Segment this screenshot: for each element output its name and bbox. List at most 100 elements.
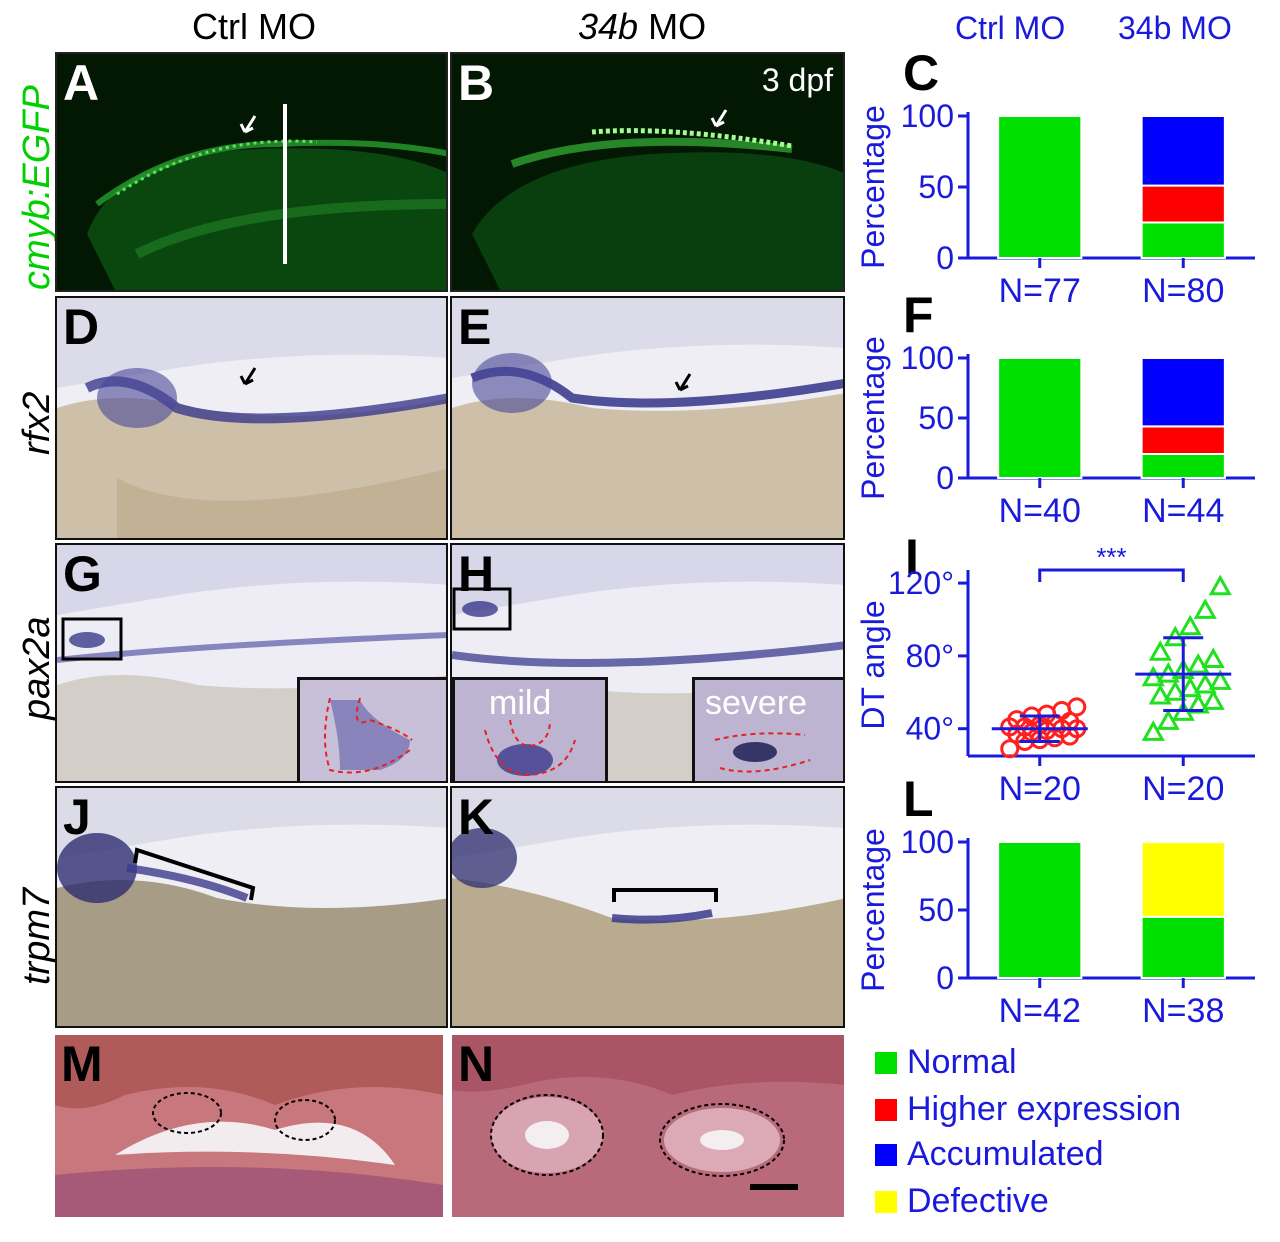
x-tick-label: N=77 <box>999 272 1081 310</box>
y-tick-label: 40° <box>906 711 954 747</box>
data-point-triangle <box>1186 652 1210 674</box>
panel-j-image <box>57 788 446 1026</box>
legend-swatch-normal <box>875 1052 897 1074</box>
data-point-triangle <box>1201 647 1225 669</box>
arrow-icon <box>239 115 257 134</box>
bar-segment-higher-expression <box>1140 425 1226 456</box>
bar-segment-normal <box>1140 453 1226 479</box>
y-axis-label: Percentage <box>855 105 891 269</box>
panel-k-image <box>452 788 843 1026</box>
bar-segment-normal <box>997 357 1083 479</box>
data-point-triangle <box>1163 680 1187 701</box>
y-tick-label: 80° <box>906 638 954 674</box>
inset-h-severe: severe <box>692 677 843 781</box>
panel-label-a: A <box>63 55 100 111</box>
row-label-rfx2: rfx2 <box>16 391 58 455</box>
arrow-icon <box>239 367 257 386</box>
bar-segment-normal <box>997 841 1083 979</box>
x-tick-label: N=44 <box>1142 492 1224 530</box>
y-tick-label: 50 <box>918 169 954 205</box>
data-point-triangle <box>1148 683 1172 705</box>
panel-d-rfx2-ctrl: D <box>55 296 448 540</box>
legend-label-defective: Defective <box>907 1182 1049 1220</box>
bracket <box>133 847 256 901</box>
arrow-icon <box>674 373 692 392</box>
y-tick-label: 50 <box>918 400 954 436</box>
panel-label-m: M <box>61 1036 103 1092</box>
data-point-circle <box>1000 739 1020 759</box>
panel-j-trpm7-ctrl: J <box>55 786 448 1028</box>
data-point-circle <box>1067 697 1087 717</box>
legend-item-higher-expression: Higher expression <box>875 1090 1181 1129</box>
panel-k-trpm7-mo: K <box>450 786 845 1028</box>
zoom-box <box>452 587 512 631</box>
panel-label-f: F <box>903 287 934 343</box>
panel-m-histology-ctrl: M <box>55 1035 443 1217</box>
data-point-triangle <box>1178 676 1202 698</box>
bar-segment-normal <box>1140 221 1226 259</box>
panel-label-j: J <box>63 789 91 845</box>
inset-label-mild: mild <box>489 684 552 722</box>
bar-segment-defective <box>1140 841 1226 918</box>
data-point-triangle <box>1193 598 1217 619</box>
panel-label-d: D <box>63 299 100 355</box>
inset-h-mild-image <box>484 719 576 777</box>
legend-label-normal: Normal <box>907 1043 1017 1081</box>
zoom-box <box>61 617 123 661</box>
data-point-triangle <box>1201 689 1225 710</box>
bar-segment-normal <box>997 115 1083 259</box>
column-header-34b-mo: 34b MO <box>578 6 706 48</box>
data-point-triangle <box>1193 672 1217 694</box>
chart-i: DT angle 40° 80° 120° N=20 N=20 *** <box>855 544 1255 808</box>
panel-label-k: K <box>458 789 495 845</box>
inset-g <box>297 677 446 781</box>
gene-name-34b: 34b <box>578 6 639 47</box>
data-point-triangle <box>1141 720 1165 741</box>
panel-b-image <box>452 54 843 290</box>
x-tick-label: N=40 <box>999 492 1081 530</box>
legend-item-defective: Defective <box>875 1182 1049 1221</box>
y-tick-label: 0 <box>936 960 954 996</box>
chart-header-34b-mo: 34b MO <box>1118 10 1232 46</box>
bar-segment-higher-expression <box>1140 184 1226 224</box>
panel-e-image <box>452 298 843 538</box>
row-label-pax2a: pax2a <box>16 616 58 720</box>
panel-g-pax2a-ctrl: G <box>55 543 448 783</box>
panel-a-image <box>57 54 446 290</box>
y-axis-label: DT angle <box>855 600 891 729</box>
panel-label-l: L <box>903 771 934 827</box>
legend-swatch-accumulated <box>875 1144 897 1166</box>
legend-item-normal: Normal <box>875 1043 1017 1082</box>
significance-label: *** <box>1096 544 1126 572</box>
column-header-ctrl-mo: Ctrl MO <box>192 6 316 47</box>
data-point-triangle <box>1148 640 1172 661</box>
x-tick-label: N=80 <box>1142 272 1224 310</box>
row-label-cmyb-egfp: cmyb:EGFP <box>16 85 58 290</box>
bar-segment-normal <box>1140 915 1226 980</box>
bar-segment-accumulated <box>1140 357 1226 428</box>
y-tick-label: 0 <box>936 240 954 276</box>
panel-h-pax2a-mo: H mild severe <box>450 543 845 783</box>
panel-label-n: N <box>458 1036 495 1092</box>
arrow-icon <box>710 109 728 128</box>
legend-label-accumulated: Accumulated <box>907 1135 1104 1173</box>
y-axis-label: Percentage <box>855 828 891 992</box>
legend-swatch-higher-expression <box>875 1099 897 1121</box>
inset-label-severe: severe <box>705 684 808 722</box>
panel-n-histology-mo: N <box>452 1035 844 1217</box>
y-tick-label: 100 <box>901 340 954 376</box>
panel-label-b: B <box>458 55 495 111</box>
data-point-triangle <box>1186 692 1210 714</box>
column-header-mo-text: MO <box>638 6 707 47</box>
chart-l: Percentage 0 50 100 N=42 N=38 <box>855 824 1255 1030</box>
row-label-trpm7: trpm7 <box>16 887 58 985</box>
y-tick-label: 50 <box>918 892 954 928</box>
x-tick-label: N=20 <box>1142 770 1224 808</box>
significance-bracket <box>1038 568 1185 582</box>
legend-label-higher-expression: Higher expression <box>907 1090 1182 1128</box>
chart-header-ctrl-mo: Ctrl MO <box>955 10 1066 46</box>
x-tick-label: N=42 <box>999 992 1081 1030</box>
chart-f: Percentage 0 50 100 N=40 N=44 <box>855 336 1255 530</box>
panel-label-i: I <box>905 529 919 585</box>
legend-swatch-defective <box>875 1191 897 1213</box>
